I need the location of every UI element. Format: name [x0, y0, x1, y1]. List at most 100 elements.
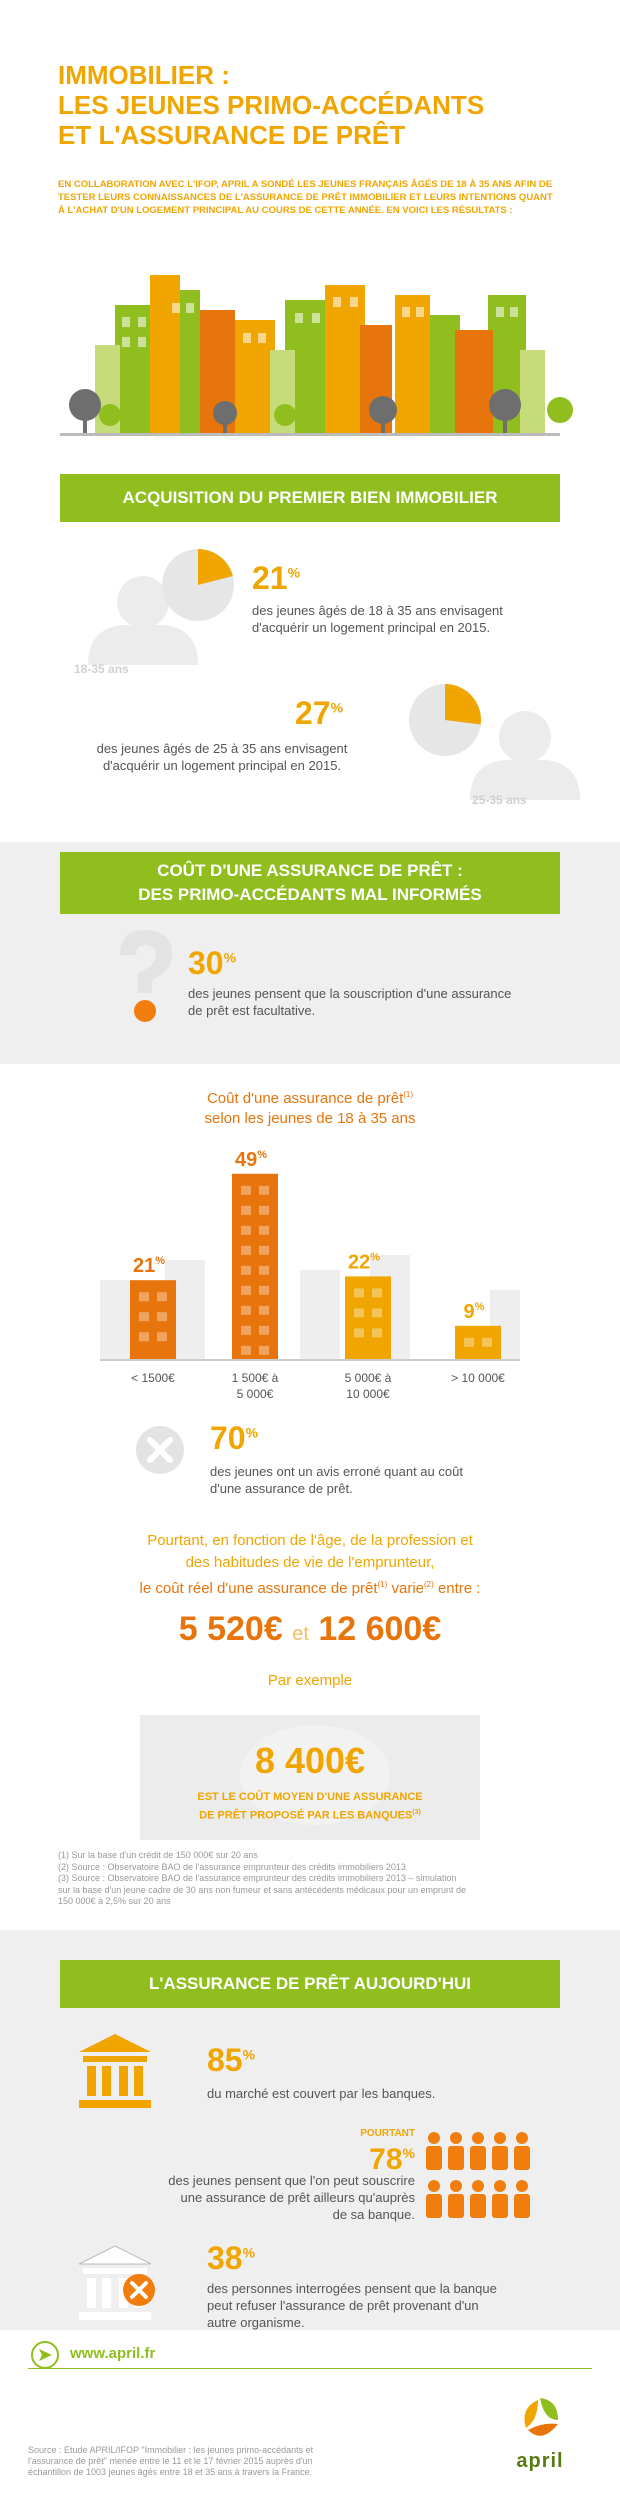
bar-window: [241, 1305, 251, 1315]
header: IMMOBILIER : LES JEUNES PRIMO-ACCÉDANTS …: [0, 0, 620, 260]
bar-window: [241, 1205, 251, 1215]
footnote: (2) Source : Observatoire BAO de l'assur…: [58, 1861, 406, 1872]
person-icon: [448, 2180, 464, 2218]
bar-window: [241, 1225, 251, 1235]
title-line: ET L'ASSURANCE DE PRÊT: [58, 120, 406, 150]
stat-number: 21: [252, 560, 288, 596]
stat-number: 85: [207, 2042, 243, 2078]
stat-text: des jeunes pensent que l'on peut souscri…: [75, 2172, 415, 2223]
text-part: entre :: [433, 1580, 481, 1597]
bar-window: [372, 1288, 382, 1298]
cost-range: 5 520€ et 12 600€: [60, 1610, 560, 1649]
age-label: 25-35 ans: [472, 793, 527, 807]
banner-line: DES PRIMO-ACCÉDANTS MAL INFORMÉS: [138, 885, 482, 904]
bar-value-label: 21%: [133, 1255, 165, 1277]
website-link[interactable]: www.april.fr: [70, 2345, 156, 2362]
person-icon: [426, 2132, 442, 2170]
section-banner: COÛT D'UNE ASSURANCE DE PRÊT : DES PRIMO…: [60, 852, 560, 914]
stat-text: des jeunes âgés de 18 à 35 ans envisagen…: [252, 603, 503, 635]
person-icon: [492, 2180, 508, 2218]
footer-divider: [28, 2368, 592, 2369]
bar-window: [139, 1292, 149, 1302]
stat-prefix: POURTANT: [360, 2128, 415, 2139]
bar-window: [259, 1225, 269, 1235]
average-value: 8 400€: [254, 1740, 366, 1781]
april-logo-mark: [524, 2398, 558, 2436]
stat-value: 21%: [252, 560, 300, 597]
stat-value: 38%: [207, 2240, 255, 2277]
pie-person-icon: [409, 684, 580, 800]
source-line: échantillon de 1003 jeunes âgés entre 18…: [28, 2467, 313, 2477]
footnote-mark: (1): [403, 1090, 414, 1099]
person-icon: [470, 2132, 486, 2170]
stat-unit: %: [242, 2046, 256, 2063]
stat-value: 30%: [188, 945, 236, 982]
footnote: (1) Sur la base d'un crédit de 150 000€ …: [58, 1850, 258, 1860]
stat-number: 30: [188, 945, 224, 981]
chart-title: Coût d'une assurance de prêt(1) selon le…: [110, 1085, 510, 1129]
bar-window: [259, 1205, 269, 1215]
bar-chart: 21%49%22%9%: [100, 1149, 520, 1361]
intro-text: EN COLLABORATION AVEC L'IFOP, APRIL A SO…: [58, 179, 553, 216]
age-label: 18-35 ans: [74, 662, 129, 676]
footnote: sur la base d'un jeune cadre de 30 ans n…: [58, 1884, 466, 1895]
footnote-mark: (2): [424, 1580, 434, 1589]
footnote-mark: (3): [412, 1809, 421, 1816]
person-icon: [514, 2180, 530, 2218]
question-mark-icon: [120, 930, 172, 1022]
stat-text: des jeunes âgés de 25 à 35 ans envisagen…: [96, 741, 348, 773]
category-label: > 10 000€: [451, 1371, 505, 1385]
stat-number: 38: [207, 2240, 243, 2276]
text-line: une assurance de prêt ailleurs qu'auprès: [180, 2190, 415, 2205]
footnote: (3) Source : Observatoire BAO de l'assur…: [58, 1873, 457, 1883]
stat-number: 78: [369, 2143, 403, 2176]
chart-title-line: selon les jeunes de 18 à 35 ans: [204, 1110, 416, 1127]
bar: [455, 1325, 501, 1360]
bar-window: [464, 1337, 474, 1347]
stat-text: du marché est couvert par les banques.: [207, 2086, 436, 2101]
bar: [232, 1173, 278, 1360]
people-grid-icon: [426, 2132, 530, 2218]
category-label: < 1500€: [131, 1371, 175, 1385]
bar-window: [372, 1328, 382, 1338]
stat-unit: %: [245, 1424, 259, 1441]
text-line: de sa banque.: [332, 2207, 415, 2222]
stat-unit: %: [223, 949, 237, 966]
text-line: des habitudes de vie de l'emprunteur,: [185, 1554, 435, 1571]
april-logo: april: [516, 2450, 564, 2472]
pie-person-icon: [88, 549, 234, 665]
bar: [130, 1280, 176, 1360]
range-low: 5 520€: [178, 1610, 283, 1648]
section-banner: L'ASSURANCE DE PRÊT AUJOURD'HUI: [60, 1960, 560, 2008]
footnotes: (1) Sur la base d'un crédit de 150 000€ …: [58, 1850, 578, 1908]
bar-window: [241, 1185, 251, 1195]
city-skyline-illustration: [60, 275, 573, 436]
section-banner: ACQUISITION DU PREMIER BIEN IMMOBILIER: [60, 474, 560, 522]
bar-window: [241, 1265, 251, 1275]
stat-unit: %: [402, 2145, 415, 2161]
category-label: 5 000€ à 10 000€: [344, 1371, 392, 1401]
range-high: 12 600€: [318, 1610, 442, 1648]
bar-window: [241, 1285, 251, 1295]
person-icon: [492, 2132, 508, 2170]
bar-window: [139, 1332, 149, 1342]
stat-text: des jeunes pensent que la souscription d…: [188, 986, 512, 1018]
stat-unit: %: [242, 2244, 256, 2261]
bar-window: [139, 1312, 149, 1322]
bar-window: [354, 1328, 364, 1338]
bank-refusal-icon: [78, 2245, 155, 2320]
bar-window: [372, 1308, 382, 1318]
stat-number: 27: [295, 695, 331, 731]
bar-window: [259, 1345, 269, 1355]
text-part: varie: [387, 1580, 424, 1597]
bar-value-label: 49%: [235, 1149, 267, 1171]
bar-window: [259, 1245, 269, 1255]
bar-window: [259, 1285, 269, 1295]
caption-line: DE PRÊT PROPOSÉ PAR LES BANQUES: [199, 1809, 413, 1822]
person-icon: [448, 2132, 464, 2170]
bar-window: [157, 1292, 167, 1302]
bank-icon: [79, 2034, 151, 2108]
banner-line: COÛT D'UNE ASSURANCE DE PRÊT :: [157, 861, 463, 880]
